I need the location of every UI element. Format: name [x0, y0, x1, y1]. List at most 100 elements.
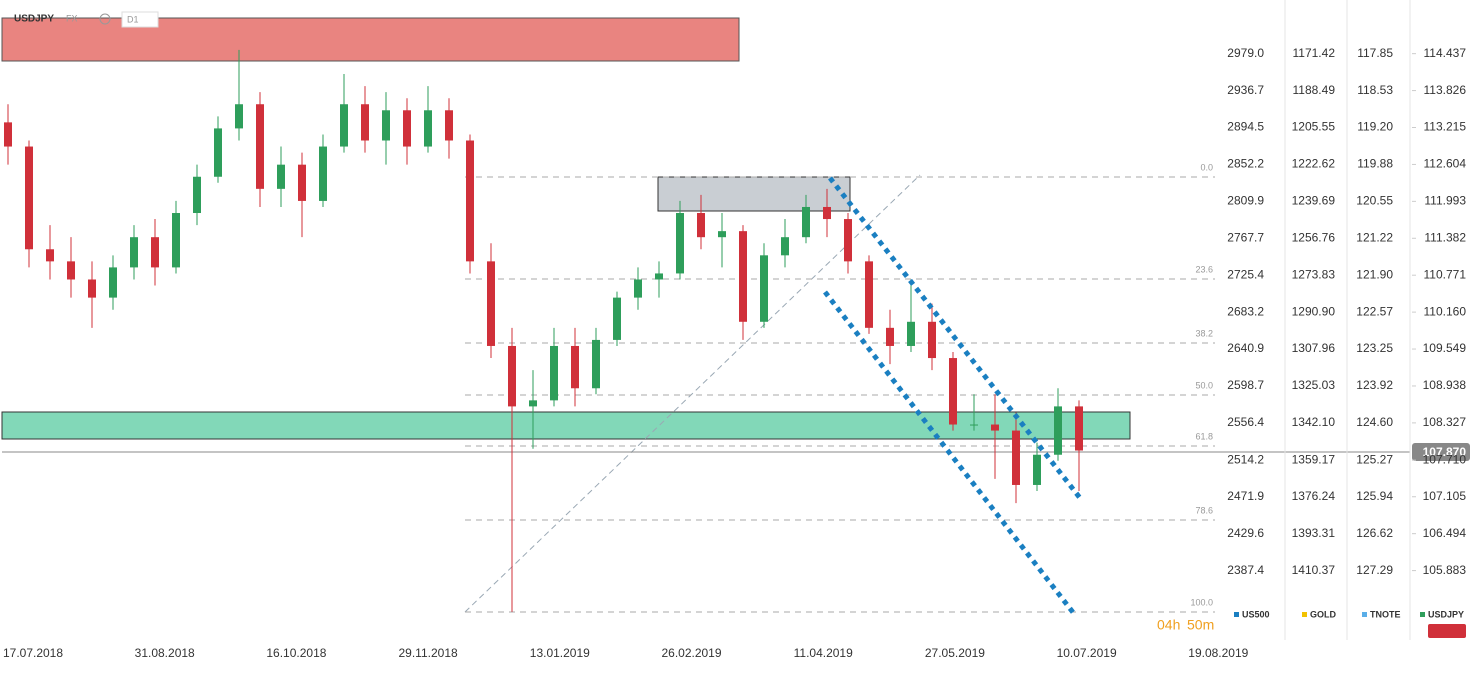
timer-hours: 04h: [1157, 617, 1180, 633]
candle-body: [865, 261, 873, 328]
legend-swatch: [1302, 612, 1307, 617]
side-tick-label: 1342.10: [1292, 415, 1336, 429]
side-tick-label: 126.62: [1356, 526, 1393, 540]
candle-body: [781, 237, 789, 256]
side-tick-label: 1307.96: [1292, 341, 1336, 355]
candle-body: [718, 231, 726, 238]
candle-body: [403, 110, 411, 147]
side-tick-label: 1325.03: [1292, 378, 1336, 392]
interval[interactable]: D1: [127, 14, 139, 24]
x-tick-label: 31.08.2018: [135, 646, 195, 660]
x-tick-label: 17.07.2018: [3, 646, 63, 660]
y-tick-label: 107.710: [1423, 452, 1467, 466]
interval-box[interactable]: [121, 11, 159, 28]
legend-label[interactable]: USDJPY: [1428, 609, 1464, 619]
candle-body: [424, 110, 432, 147]
side-tick-label: 2725.4: [1227, 267, 1264, 281]
candle-body: [340, 104, 348, 147]
side-tick-label: 1273.83: [1292, 267, 1336, 281]
candle-body: [214, 128, 222, 177]
candle-body: [46, 249, 54, 262]
legend-label[interactable]: GOLD: [1310, 609, 1336, 619]
candle-body: [508, 345, 516, 407]
side-tick-label: 1205.55: [1292, 120, 1336, 134]
side-tick-label: 1393.31: [1292, 526, 1336, 540]
candle-body: [886, 327, 894, 346]
price-tag: [1412, 443, 1470, 461]
candle-body: [1033, 454, 1041, 485]
candle-body: [970, 424, 978, 426]
side-tick-label: 2809.9: [1227, 194, 1264, 208]
side-tick-label: 2471.9: [1227, 489, 1264, 503]
side-tick-label: 125.94: [1356, 489, 1393, 503]
side-tick-label: 119.88: [1357, 157, 1393, 171]
side-tick-label: 123.25: [1356, 341, 1393, 355]
channel-bottom: [823, 290, 1077, 617]
legend-swatch: [1234, 612, 1239, 617]
x-tick-label: 16.10.2018: [266, 646, 326, 660]
fib-label: 23.6: [1195, 264, 1213, 274]
candle-body: [466, 140, 474, 262]
side-tick-label: 125.27: [1356, 452, 1393, 466]
candle-body: [676, 213, 684, 274]
info-icon[interactable]: [99, 13, 111, 25]
symbol[interactable]: USDJPY: [14, 14, 54, 25]
side-tick-label: 1239.69: [1292, 194, 1336, 208]
candle-body: [256, 104, 264, 189]
candle-body: [760, 255, 768, 322]
side-tick-label: 119.20: [1357, 120, 1393, 134]
y-tick-label: 108.327: [1423, 415, 1467, 429]
side-tick-label: 2979.0: [1227, 46, 1264, 60]
side-tick-label: 2640.9: [1227, 341, 1264, 355]
candle-body: [361, 104, 369, 141]
side-tick-label: 2936.7: [1227, 83, 1264, 97]
candle-body: [151, 237, 159, 268]
candle-body: [67, 261, 75, 280]
x-tick-label: 26.02.2019: [661, 646, 721, 660]
x-tick-label: 10.07.2019: [1057, 646, 1117, 660]
candle-body: [109, 267, 117, 298]
side-tick-label: 1290.90: [1292, 304, 1336, 318]
candles: [4, 49, 1083, 612]
candle-body: [991, 424, 999, 431]
candle-body: [193, 176, 201, 214]
legend-label[interactable]: US500: [1242, 609, 1270, 619]
side-tick-label: 1376.24: [1292, 489, 1336, 503]
candle-body: [655, 273, 663, 280]
side-tick-label: 121.90: [1356, 267, 1393, 281]
candle-body: [613, 297, 621, 340]
side-tick-label: 127.29: [1356, 563, 1393, 577]
fib-label: 100.0: [1190, 597, 1213, 607]
side-tick-label: 2852.2: [1227, 157, 1264, 171]
side-tick-label: 1171.42: [1293, 46, 1336, 60]
candle-body: [823, 206, 831, 220]
y-tick-label: 111.382: [1424, 230, 1466, 244]
candle-body: [1012, 430, 1020, 485]
side-tick-label: 1256.76: [1292, 230, 1336, 244]
y-tick-label: 106.494: [1423, 526, 1467, 540]
y-tick-label: 114.437: [1424, 46, 1467, 60]
candle-body: [130, 237, 138, 268]
side-tick-label: 1359.17: [1292, 452, 1336, 466]
candle-body: [319, 146, 327, 201]
fib-label: 50.0: [1195, 380, 1213, 390]
candle-body: [928, 321, 936, 359]
candle-body: [382, 110, 390, 141]
y-tick-label: 112.604: [1424, 157, 1467, 171]
candle-body: [1075, 406, 1083, 451]
candle-body: [445, 110, 453, 141]
legend-swatch: [1420, 612, 1425, 617]
candle-body: [88, 279, 96, 298]
candle-body: [802, 206, 810, 238]
side-tick-label: 122.57: [1356, 304, 1393, 318]
candle-body: [235, 104, 243, 129]
side-tick-label: 118.53: [1357, 83, 1393, 97]
y-tick-label: 113.826: [1424, 83, 1467, 97]
legend-label[interactable]: TNOTE: [1370, 609, 1401, 619]
timer-minutes: 50m: [1187, 617, 1214, 633]
candle-body: [298, 164, 306, 201]
x-tick-label: 11.04.2019: [794, 646, 853, 660]
side-tick-label: 124.60: [1356, 415, 1393, 429]
side-tick-label: 2429.6: [1227, 526, 1264, 540]
